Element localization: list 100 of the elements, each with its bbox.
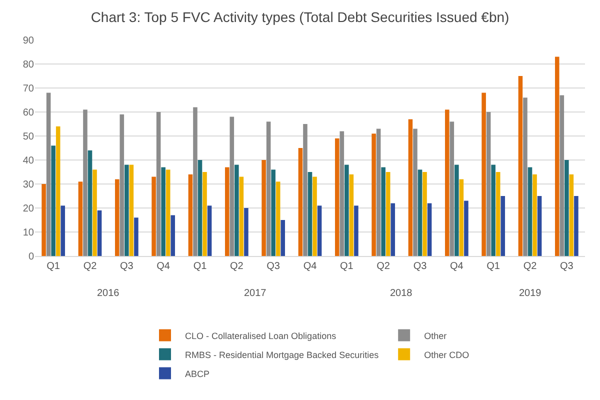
bar — [459, 179, 464, 256]
bar — [454, 164, 459, 256]
bar — [532, 174, 537, 256]
bar — [340, 131, 344, 256]
bar — [518, 76, 523, 256]
bar — [198, 160, 202, 256]
x-tick-label: Q2 — [83, 261, 98, 272]
bar — [376, 128, 381, 256]
legend-label: CLO - Collateralised Loan Obligations — [185, 330, 337, 341]
bar — [303, 124, 308, 256]
bar — [276, 182, 280, 256]
y-tick-label: 60 — [22, 108, 34, 118]
y-tick-label: 0 — [28, 252, 34, 262]
bar — [500, 196, 506, 256]
bar — [569, 174, 574, 256]
x-tick-label: Q1 — [486, 261, 500, 272]
bar — [560, 95, 564, 256]
bar — [120, 114, 124, 256]
x-tick-label: Q4 — [450, 261, 464, 272]
x-tick-label: Q4 — [303, 261, 318, 272]
y-tick-label: 40 — [22, 156, 34, 166]
bar — [152, 176, 156, 256]
y-tick-label: 80 — [22, 60, 34, 70]
bar — [486, 112, 491, 256]
bar — [262, 160, 266, 256]
x-tick-label: Q2 — [376, 261, 390, 272]
bar — [537, 196, 542, 256]
legend-label: Other — [424, 330, 447, 341]
text: 2018 — [390, 288, 413, 299]
bar — [464, 200, 468, 256]
bar — [266, 122, 271, 256]
y-tick-label: 50 — [22, 132, 34, 142]
bar — [114, 179, 120, 256]
y-tick-label: 70 — [22, 84, 34, 94]
bar — [88, 150, 92, 256]
bar — [156, 112, 161, 256]
bar — [166, 170, 170, 256]
bar — [78, 182, 83, 256]
bar — [51, 146, 56, 256]
bar — [349, 174, 354, 256]
bar — [298, 148, 303, 256]
bar — [386, 172, 390, 256]
chart-title: Chart 3: Top 5 FVC Activity types (Total Debt Securities Issued €bn) — [90, 8, 510, 25]
x-tick-label: Q3 — [266, 261, 280, 272]
bar — [427, 203, 432, 256]
bar — [46, 92, 51, 256]
x-tick-label: Q2 — [230, 261, 244, 272]
y-tick-label: 30 — [22, 180, 34, 190]
bar — [528, 167, 532, 256]
bar — [193, 107, 198, 256]
legend-label: Other CDO — [424, 350, 470, 360]
bar — [354, 206, 358, 256]
bar — [161, 167, 166, 256]
bar — [482, 92, 486, 256]
text: 2019 — [519, 288, 542, 299]
bar — [124, 164, 129, 256]
bar — [450, 122, 454, 256]
bar — [381, 167, 386, 256]
bar — [372, 134, 376, 256]
bar — [134, 218, 138, 256]
x-tick-label: Q4 — [156, 261, 170, 272]
y-tick-label: 10 — [22, 228, 34, 238]
x-tick-label: Q1 — [193, 261, 208, 272]
x-tick-label: Q2 — [523, 261, 538, 272]
x-tick-label: Q3 — [413, 261, 428, 272]
bar — [230, 116, 234, 256]
bar — [444, 110, 450, 256]
bar — [239, 176, 244, 256]
bar — [97, 210, 102, 256]
legend-label: ABCP — [185, 368, 210, 379]
bar — [317, 206, 322, 256]
bar — [234, 164, 239, 256]
bar — [418, 170, 422, 256]
bar — [564, 160, 569, 256]
bar — [188, 174, 193, 256]
bar — [202, 172, 207, 256]
legend-label: RMBS - Residential Mortgage Backed Securities — [185, 350, 380, 360]
bar — [42, 184, 46, 256]
bar — [554, 56, 560, 256]
bar — [207, 206, 212, 256]
bar — [523, 98, 528, 256]
bar — [83, 110, 88, 256]
bar — [491, 164, 496, 256]
bar — [170, 215, 176, 256]
bar — [129, 164, 134, 256]
bar — [408, 119, 413, 256]
bar — [496, 172, 500, 256]
y-tick-label: 20 — [22, 204, 34, 214]
bar — [422, 172, 427, 256]
bar — [92, 170, 97, 256]
bar — [334, 138, 340, 256]
bar — [308, 172, 312, 256]
y-tick-label: 90 — [22, 36, 34, 46]
text: 2017 — [244, 288, 267, 299]
bar — [60, 206, 66, 256]
x-tick-label: Q3 — [560, 261, 574, 272]
x-tick-label: Q3 — [120, 261, 134, 272]
bar — [574, 196, 578, 256]
bar — [312, 176, 317, 256]
bar — [390, 203, 396, 256]
